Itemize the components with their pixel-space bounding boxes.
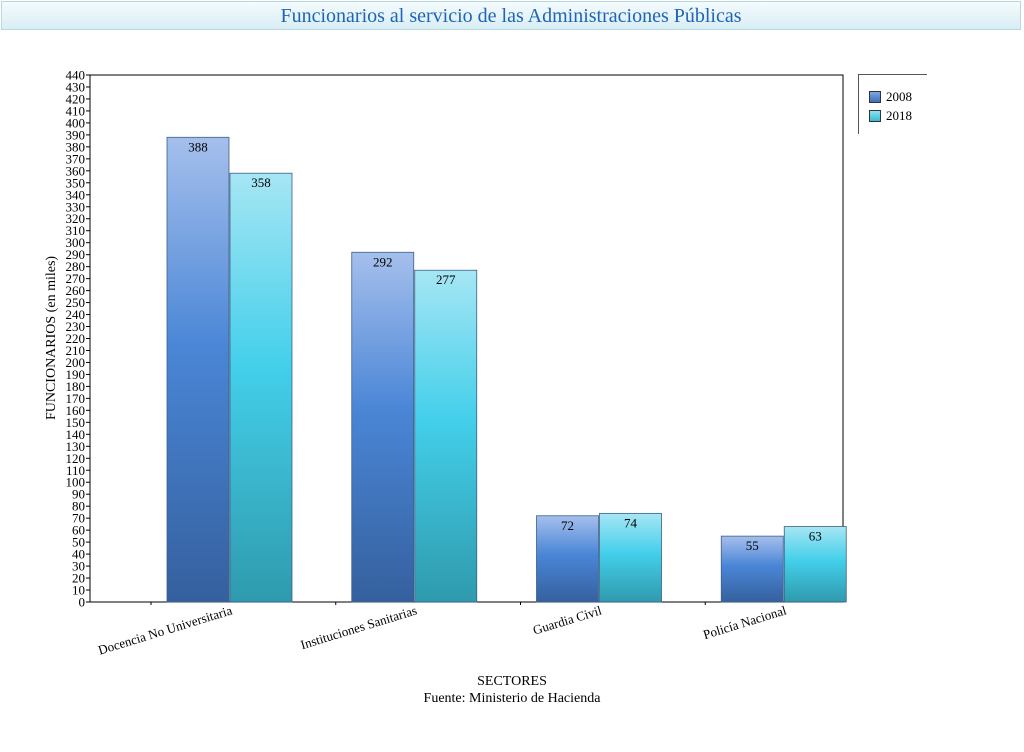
y-tick-label: 160 (66, 403, 86, 418)
y-tick-label: 270 (66, 271, 86, 286)
x-tick-label: Docencia No Universitaria (96, 602, 234, 657)
y-axis: 0102030405060708090100110120130140150160… (66, 68, 90, 610)
y-tick-label: 220 (66, 331, 86, 346)
bar-2008-2 (351, 251, 415, 603)
data-label: 292 (373, 254, 393, 269)
y-tick-label: 310 (66, 223, 86, 238)
y-tick-label: 110 (66, 463, 85, 478)
y-tick-label: 350 (66, 175, 86, 190)
y-tick-label: 440 (66, 68, 86, 83)
y-tick-label: 40 (72, 547, 85, 562)
y-tick-label: 230 (66, 319, 86, 334)
data-label: 358 (251, 175, 271, 190)
data-label: 277 (436, 272, 456, 287)
y-tick-label: 20 (72, 571, 85, 586)
y-tick-label: 380 (66, 139, 86, 154)
x-tick-label: Instituciones Sanitarias (299, 603, 419, 653)
y-tick-label: 260 (66, 283, 86, 298)
y-tick-label: 10 (72, 583, 85, 598)
legend-label: 2008 (886, 89, 912, 105)
y-tick-label: 190 (66, 367, 86, 382)
y-tick-label: 330 (66, 199, 86, 214)
chart-title: Funcionarios al servicio de las Administ… (1, 1, 1021, 30)
y-tick-label: 320 (66, 211, 86, 226)
y-tick-label: 90 (72, 487, 85, 502)
y-tick-label: 180 (66, 379, 86, 394)
y-tick-label: 50 (72, 535, 85, 550)
bars: 388 358 292 277 72 74 55 63 (166, 136, 847, 603)
bar-2018-1 (229, 172, 293, 603)
y-tick-label: 120 (66, 451, 86, 466)
x-axis-title: SECTORES (477, 674, 547, 689)
bar-2018-4 (783, 526, 847, 603)
y-tick-label: 100 (66, 475, 86, 490)
y-tick-label: 250 (66, 295, 86, 310)
x-axis: Docencia No Universitaria Instituciones S… (96, 602, 788, 658)
y-tick-label: 340 (66, 187, 86, 202)
x-tick-label: Guardia Civil (531, 602, 604, 637)
y-tick-label: 420 (66, 91, 86, 106)
y-tick-label: 60 (72, 523, 85, 538)
y-tick-label: 400 (66, 115, 86, 130)
bar-2008-4 (720, 535, 784, 603)
y-tick-label: 0 (79, 595, 86, 610)
y-tick-label: 290 (66, 247, 86, 262)
y-tick-label: 80 (72, 499, 85, 514)
legend-swatch-2008 (869, 91, 881, 104)
y-tick-label: 370 (66, 151, 86, 166)
y-tick-label: 30 (72, 559, 85, 574)
x-tick-label: Policía Nacional (701, 602, 788, 642)
y-tick-label: 390 (66, 127, 86, 142)
y-tick-label: 170 (66, 391, 86, 406)
y-tick-label: 150 (66, 415, 86, 430)
y-axis-title: FUNCIONARIOS (en miles) (44, 256, 59, 420)
source-note: Fuente: Ministerio de Hacienda (423, 691, 601, 706)
y-tick-label: 280 (66, 259, 86, 274)
y-tick-label: 70 (72, 511, 85, 526)
y-tick-label: 140 (66, 427, 86, 442)
y-tick-label: 430 (66, 79, 86, 94)
y-tick-label: 300 (66, 235, 86, 250)
y-tick-label: 240 (66, 307, 86, 322)
legend: 2008 2018 (858, 74, 927, 134)
data-label: 388 (188, 139, 208, 154)
y-tick-label: 410 (66, 103, 86, 118)
bar-2008-1 (166, 136, 230, 603)
y-tick-label: 210 (66, 343, 86, 358)
bar-2018-3 (599, 512, 662, 603)
y-tick-label: 200 (66, 355, 86, 370)
data-label: 72 (561, 518, 574, 533)
bar-2008-3 (536, 515, 599, 603)
data-label: 63 (809, 529, 822, 544)
y-tick-label: 360 (66, 163, 86, 178)
y-tick-label: 130 (66, 439, 86, 454)
data-label: 74 (624, 515, 638, 530)
data-label: 55 (746, 538, 759, 553)
legend-swatch-2018 (869, 110, 881, 123)
legend-item-2008: 2008 (869, 89, 912, 105)
bar-2018-2 (414, 269, 478, 603)
legend-item-2018: 2018 (869, 108, 912, 124)
legend-label: 2018 (886, 108, 912, 124)
